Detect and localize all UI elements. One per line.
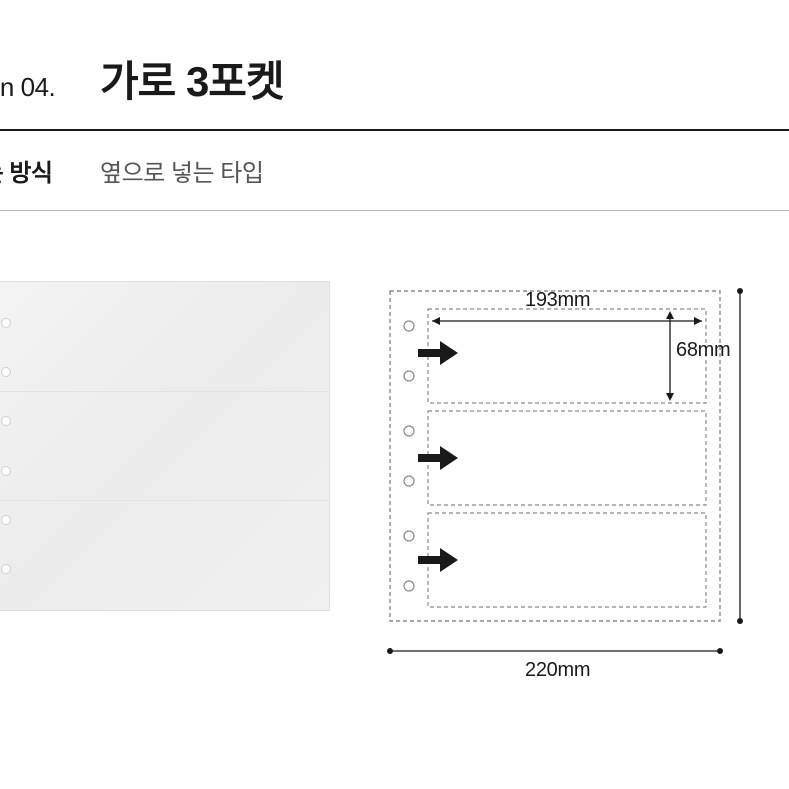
binder-hole-icon [1,466,11,476]
binder-hole-icon [1,564,11,574]
dimension-diagram: 193mm 68mm 220mm [380,271,760,691]
insert-method-label: 넣는 방식 [0,153,100,188]
header-row: ption 04. 가로 3포켓 [0,0,789,131]
insert-arrow-icon [418,548,458,572]
option-number: ption 04. [0,72,100,103]
sub-row: 넣는 방식 옆으로 넣는 타입 [0,131,789,211]
binder-hole-icon [1,416,11,426]
insert-method-value: 옆으로 넣는 타입 [100,153,263,188]
title: 가로 3포켓 [100,48,284,109]
dim-pocket-width: 193mm [525,289,590,312]
pocket-divider [0,500,329,501]
diagram-svg [380,271,780,711]
dim-total-width: 220mm [525,659,590,682]
insert-arrow-icon [418,446,458,470]
binder-hole-icon [1,318,11,328]
binder-hole-icon [1,367,11,377]
pocket-divider [0,391,329,392]
figure-area: 193mm 68mm 220mm [0,251,789,771]
photo-binder-holes [1,282,17,610]
dim-pocket-height: 68mm [676,339,730,362]
product-photo [0,281,330,611]
insert-arrow-icon [418,341,458,365]
binder-hole-icon [1,515,11,525]
